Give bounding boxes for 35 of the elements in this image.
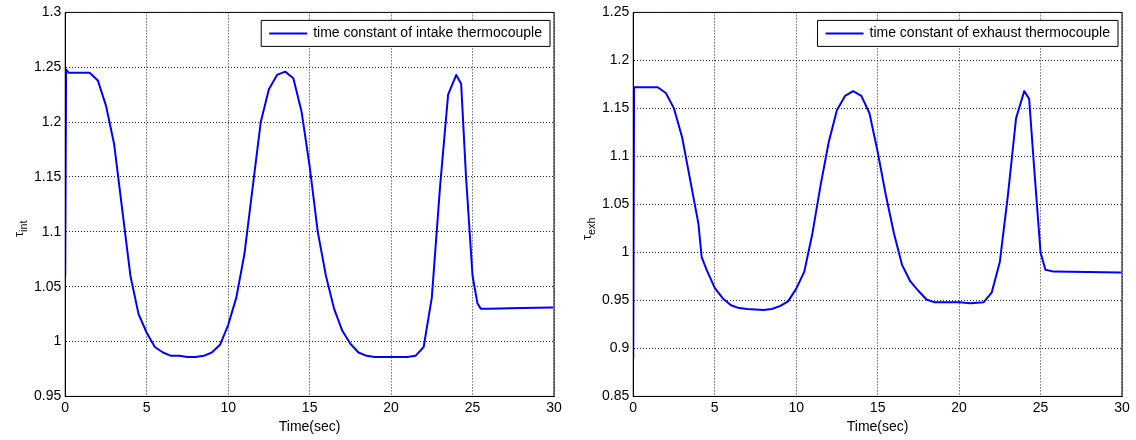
y-tick-label: 0.95	[602, 291, 630, 308]
y-tick-label: 0.95	[34, 387, 62, 404]
y-tick-label: 1.2	[609, 51, 630, 68]
x-tick-label: 0	[629, 398, 638, 415]
y-tick-label: 1	[53, 332, 62, 349]
x-tick-label: 15	[301, 398, 318, 415]
x-axis-title: Time(sec)	[846, 418, 909, 435]
x-tick-label: 10	[788, 398, 805, 415]
x-tick-label: 20	[383, 398, 400, 415]
x-tick-label: 15	[869, 398, 886, 415]
y-tick-label: 1.2	[41, 112, 62, 129]
x-tick-label: 25	[1032, 398, 1049, 415]
y-tick-label: 1.05	[34, 277, 62, 294]
legend-label: time constant of exhaust thermocouple	[869, 24, 1111, 41]
x-tick-label: 20	[951, 398, 968, 415]
y-tick-label: 1.3	[41, 3, 62, 20]
y-tick-label: 1.15	[602, 99, 630, 116]
x-tick-label: 25	[464, 398, 481, 415]
x-tick-label: 30	[1114, 398, 1130, 415]
y-tick-label: 1.1	[609, 147, 630, 164]
y-tick-label: 1	[621, 243, 630, 260]
y-tick-label: 0.85	[602, 387, 630, 404]
x-tick-label: 30	[546, 398, 562, 415]
y-tick-label: 0.9	[609, 339, 630, 356]
x-tick-label: 5	[142, 398, 151, 415]
y-tick-label: 1.05	[602, 195, 630, 212]
y-tick-label: 1.25	[602, 3, 630, 20]
y-tick-label: 1.1	[41, 222, 62, 239]
x-tick-label: 0	[61, 398, 70, 415]
legend-label: time constant of intake thermocouple	[313, 24, 543, 41]
x-tick-label: 5	[710, 398, 719, 415]
y-tick-label: 1.15	[34, 167, 62, 184]
x-axis-title: Time(sec)	[278, 418, 341, 435]
y-tick-label: 1.25	[34, 58, 62, 75]
x-tick-label: 10	[220, 398, 237, 415]
